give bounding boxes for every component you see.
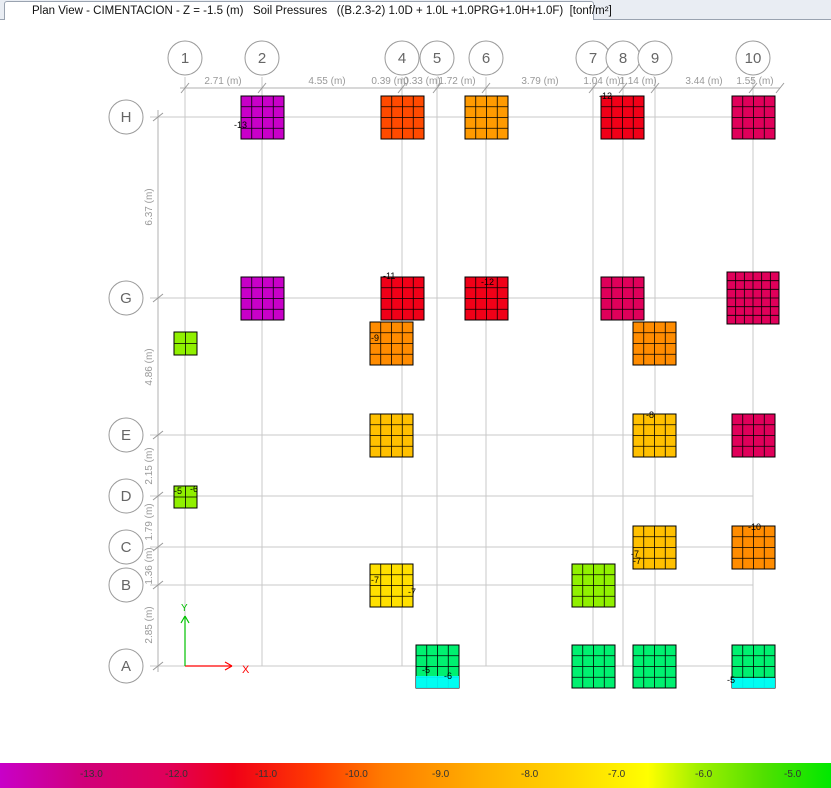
footing-value-label: -9 [371,333,379,343]
dimension-label-x: 1.04 (m) [583,76,620,87]
dimension-label-y: 4.86 (m) [144,348,155,385]
dimension-tick-x [180,82,190,94]
grid-bubble-label: 1 [181,50,189,67]
x-axis-arrowhead [224,661,233,671]
grid-bubble-G [108,280,144,316]
footing-value-label: -12 [481,277,494,287]
legend-value-label: -7.0 [608,769,626,780]
dimension-label-x: 4.55 (m) [308,76,345,87]
dimension-tick-x [775,82,785,94]
dimension-tick-x [481,82,491,94]
footing-value-label: -6 [190,484,198,494]
grid-bubble-B [108,567,144,603]
dimension-label-x: 0.39 (m) [371,76,408,87]
footing-value-label: -7 [631,549,639,559]
footing-value-label: -7 [633,556,641,566]
grid-bubble-label: E [121,427,131,444]
grid-bubble-2 [244,40,280,76]
dimension-tick-y [152,112,164,122]
footing-value-label: -10 [748,522,761,532]
grid-bubble-label: 4 [398,50,406,67]
dimension-label-x: 1.72 (m) [438,76,475,87]
grid-bubble-label: G [120,290,132,307]
color-legend: -13.0 -12.0 -11.0 -10.0 -9.0 -8.0 -7.0 -6.0 -5.0 [0,763,831,788]
dimension-label-y: 2.15 (m) [144,447,155,484]
dimension-tick-y [152,293,164,303]
dimension-label-y: 2.85 (m) [144,606,155,643]
tab-bar: Plan View - CIMENTACION - Z = -1.5 (m) S… [0,0,831,20]
grid-bubble-label: 2 [258,50,266,67]
dimension-tick-y [152,580,164,590]
grid-bubble-5 [419,40,455,76]
grid-bubble-6 [468,40,504,76]
legend-value-label: -9.0 [432,769,450,780]
y-axis-arrowhead [180,615,190,624]
dimension-tick-x [397,82,407,94]
grid-bubble-label: D [121,488,132,505]
grid-bubble-label: 7 [589,50,597,67]
dimension-tick-x [618,82,628,94]
footing-value-label: -13 [234,120,247,130]
dimension-tick-y [152,491,164,501]
grid-bubble-label: 9 [651,50,659,67]
grid-bubble-label: 10 [745,50,762,67]
grid-bubble-label: B [121,577,131,594]
dimension-tick-x [748,82,758,94]
legend-value-label: -10.0 [345,769,368,780]
grid-bubble-label: 5 [433,50,441,67]
dimension-tick-y [152,430,164,440]
grid-bubble-label: A [121,658,131,675]
dimension-label-y: 1.79 (m) [144,503,155,540]
grid-bubble-D [108,478,144,514]
dimension-tick-x [650,82,660,94]
dimension-label-y: 6.37 (m) [144,188,155,225]
grid-bubble-4 [384,40,420,76]
footing-value-label: -11 [383,271,395,281]
legend-value-label: -6.0 [695,769,713,780]
legend-value-label: -11.0 [255,769,278,780]
footing-value-label: -12 [599,91,612,101]
footing-value-label: -5 [174,486,182,496]
legend-value-label: -12.0 [165,769,188,780]
legend-value-label: -5.0 [784,769,802,780]
grid-bubble-label: C [121,539,132,556]
footing-value-label: -7 [371,575,379,585]
grid-bubble-label: H [121,109,132,126]
plan-view-canvas[interactable]: 2.71 (m) 4.55 (m) 0.39 (m)0.33 (m)1.72 (m)… [0,20,831,763]
footing-value-label: -8 [646,410,654,420]
dimension-label-x: 0.33 (m) [403,76,440,87]
y-axis-label: Y [181,603,188,614]
dimension-label-x: 3.79 (m) [521,76,558,87]
dimension-label-x: 1.14 (m) [619,76,656,87]
dimension-label-x: 3.44 (m) [685,76,722,87]
grid-bubble-E [108,417,144,453]
legend-value-label: -8.0 [521,769,539,780]
footing-value-label: -5 [422,665,430,675]
x-axis-label: X [242,664,250,676]
grid-bubble-A [108,648,144,684]
grid-bubble-9 [637,40,673,76]
footing-pressure-zone [416,676,459,688]
footing-value-label: -5 [727,675,735,685]
legend-value-label: -13.0 [80,769,103,780]
grid-bubble-label: 8 [619,50,627,67]
dimension-label-y: 1.36 (m) [144,547,155,584]
dimension-tick-y [152,661,164,671]
dimension-tick-x [257,82,267,94]
footing-pressure-zone [732,678,775,688]
grid-bubble-C [108,529,144,565]
dimension-tick-x [588,82,598,94]
dimension-label-x: 1.55 (m) [736,76,773,87]
footing-value-label: -7 [408,587,416,597]
grid-bubble-10 [735,40,771,76]
grid-bubble-label: 6 [482,50,490,67]
grid-bubble-H [108,99,144,135]
tab-plan-view[interactable]: Plan View - CIMENTACION - Z = -1.5 (m) S… [4,1,612,20]
dimension-label-x: 2.71 (m) [204,76,241,87]
dimension-tick-x [432,82,442,94]
footing-value-label: -6 [444,671,452,681]
grid-bubble-1 [167,40,203,76]
dimension-tick-y [152,542,164,552]
